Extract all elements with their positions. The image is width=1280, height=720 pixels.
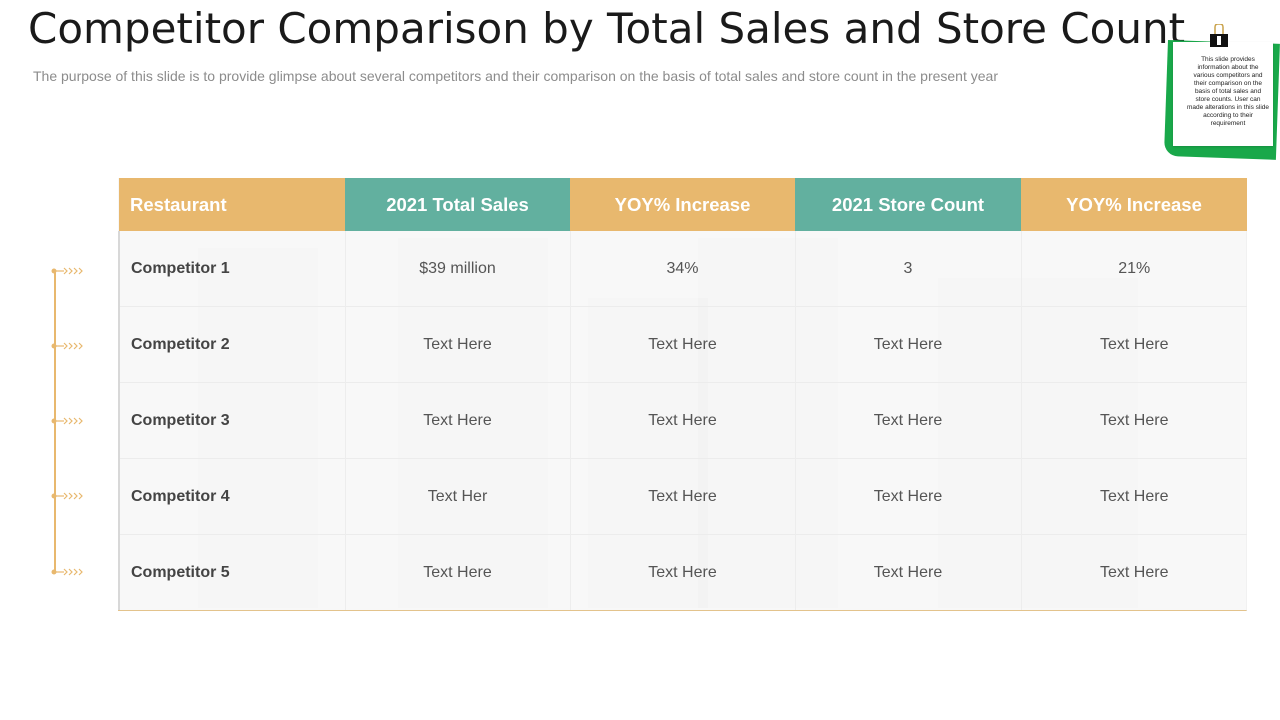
binder-clip-icon [1210,24,1228,47]
page-subtitle: The purpose of this slide is to provide … [33,68,998,84]
store-yoy-cell: Text Here [1020,534,1247,610]
header-restaurant: Restaurant [119,178,345,231]
total-sales-cell: Text Here [344,534,570,610]
table-row: Competitor 1 $39 million 34% 3 21% [118,231,1247,307]
table-row: Competitor 3 Text Here Text Here Text He… [118,382,1247,459]
table-row: Competitor 2 Text Here Text Here Text He… [118,306,1247,383]
store-count-cell: Text Here [794,458,1021,535]
total-sales-cell: $39 million [344,231,570,307]
comparison-table-container: Restaurant 2021 Total Sales YOY% Increas… [118,178,1247,611]
chevron-arrows-icon [51,492,83,500]
competitor-name: Competitor 5 [118,534,345,610]
store-count-cell: Text Here [794,306,1021,383]
sales-yoy-cell: 34% [569,231,795,307]
sales-yoy-cell: Text Here [569,458,795,535]
competitor-name: Competitor 2 [118,306,345,383]
chevron-arrows-icon [51,267,83,275]
competitor-name: Competitor 4 [118,458,345,535]
header-store-yoy: YOY% Increase [1021,178,1247,231]
sales-yoy-cell: Text Here [569,382,795,459]
chevron-arrows-icon [51,417,83,425]
sales-yoy-cell: Text Here [569,306,795,383]
comparison-table: Restaurant 2021 Total Sales YOY% Increas… [118,178,1247,610]
header-store-count: 2021 Store Count [795,178,1021,231]
page-title: Competitor Comparison by Total Sales and… [28,4,1186,53]
header-sales-yoy: YOY% Increase [570,178,795,231]
total-sales-cell: Text Here [344,382,570,459]
sticky-note-text: This slide provides information about th… [1187,56,1270,127]
store-yoy-cell: 21% [1020,231,1247,307]
store-count-cell: 3 [794,231,1021,307]
total-sales-cell: Text Here [344,306,570,383]
total-sales-cell: Text Her [344,458,570,535]
store-yoy-cell: Text Here [1020,306,1247,383]
store-count-cell: Text Here [794,534,1021,610]
sticky-note: This slide provides information about th… [1163,40,1280,160]
table-header-row: Restaurant 2021 Total Sales YOY% Increas… [119,178,1247,231]
chevron-arrows-icon [51,342,83,350]
sales-yoy-cell: Text Here [569,534,795,610]
store-yoy-cell: Text Here [1020,458,1247,535]
table-row: Competitor 5 Text Here Text Here Text He… [118,534,1247,610]
chevron-arrows-icon [51,568,83,576]
competitor-name: Competitor 3 [118,382,345,459]
competitor-name: Competitor 1 [118,231,345,307]
sticky-note-paper: This slide provides information about th… [1173,42,1273,146]
table-row: Competitor 4 Text Her Text Here Text Her… [118,458,1247,535]
store-yoy-cell: Text Here [1020,382,1247,459]
store-count-cell: Text Here [794,382,1021,459]
header-total-sales: 2021 Total Sales [345,178,570,231]
